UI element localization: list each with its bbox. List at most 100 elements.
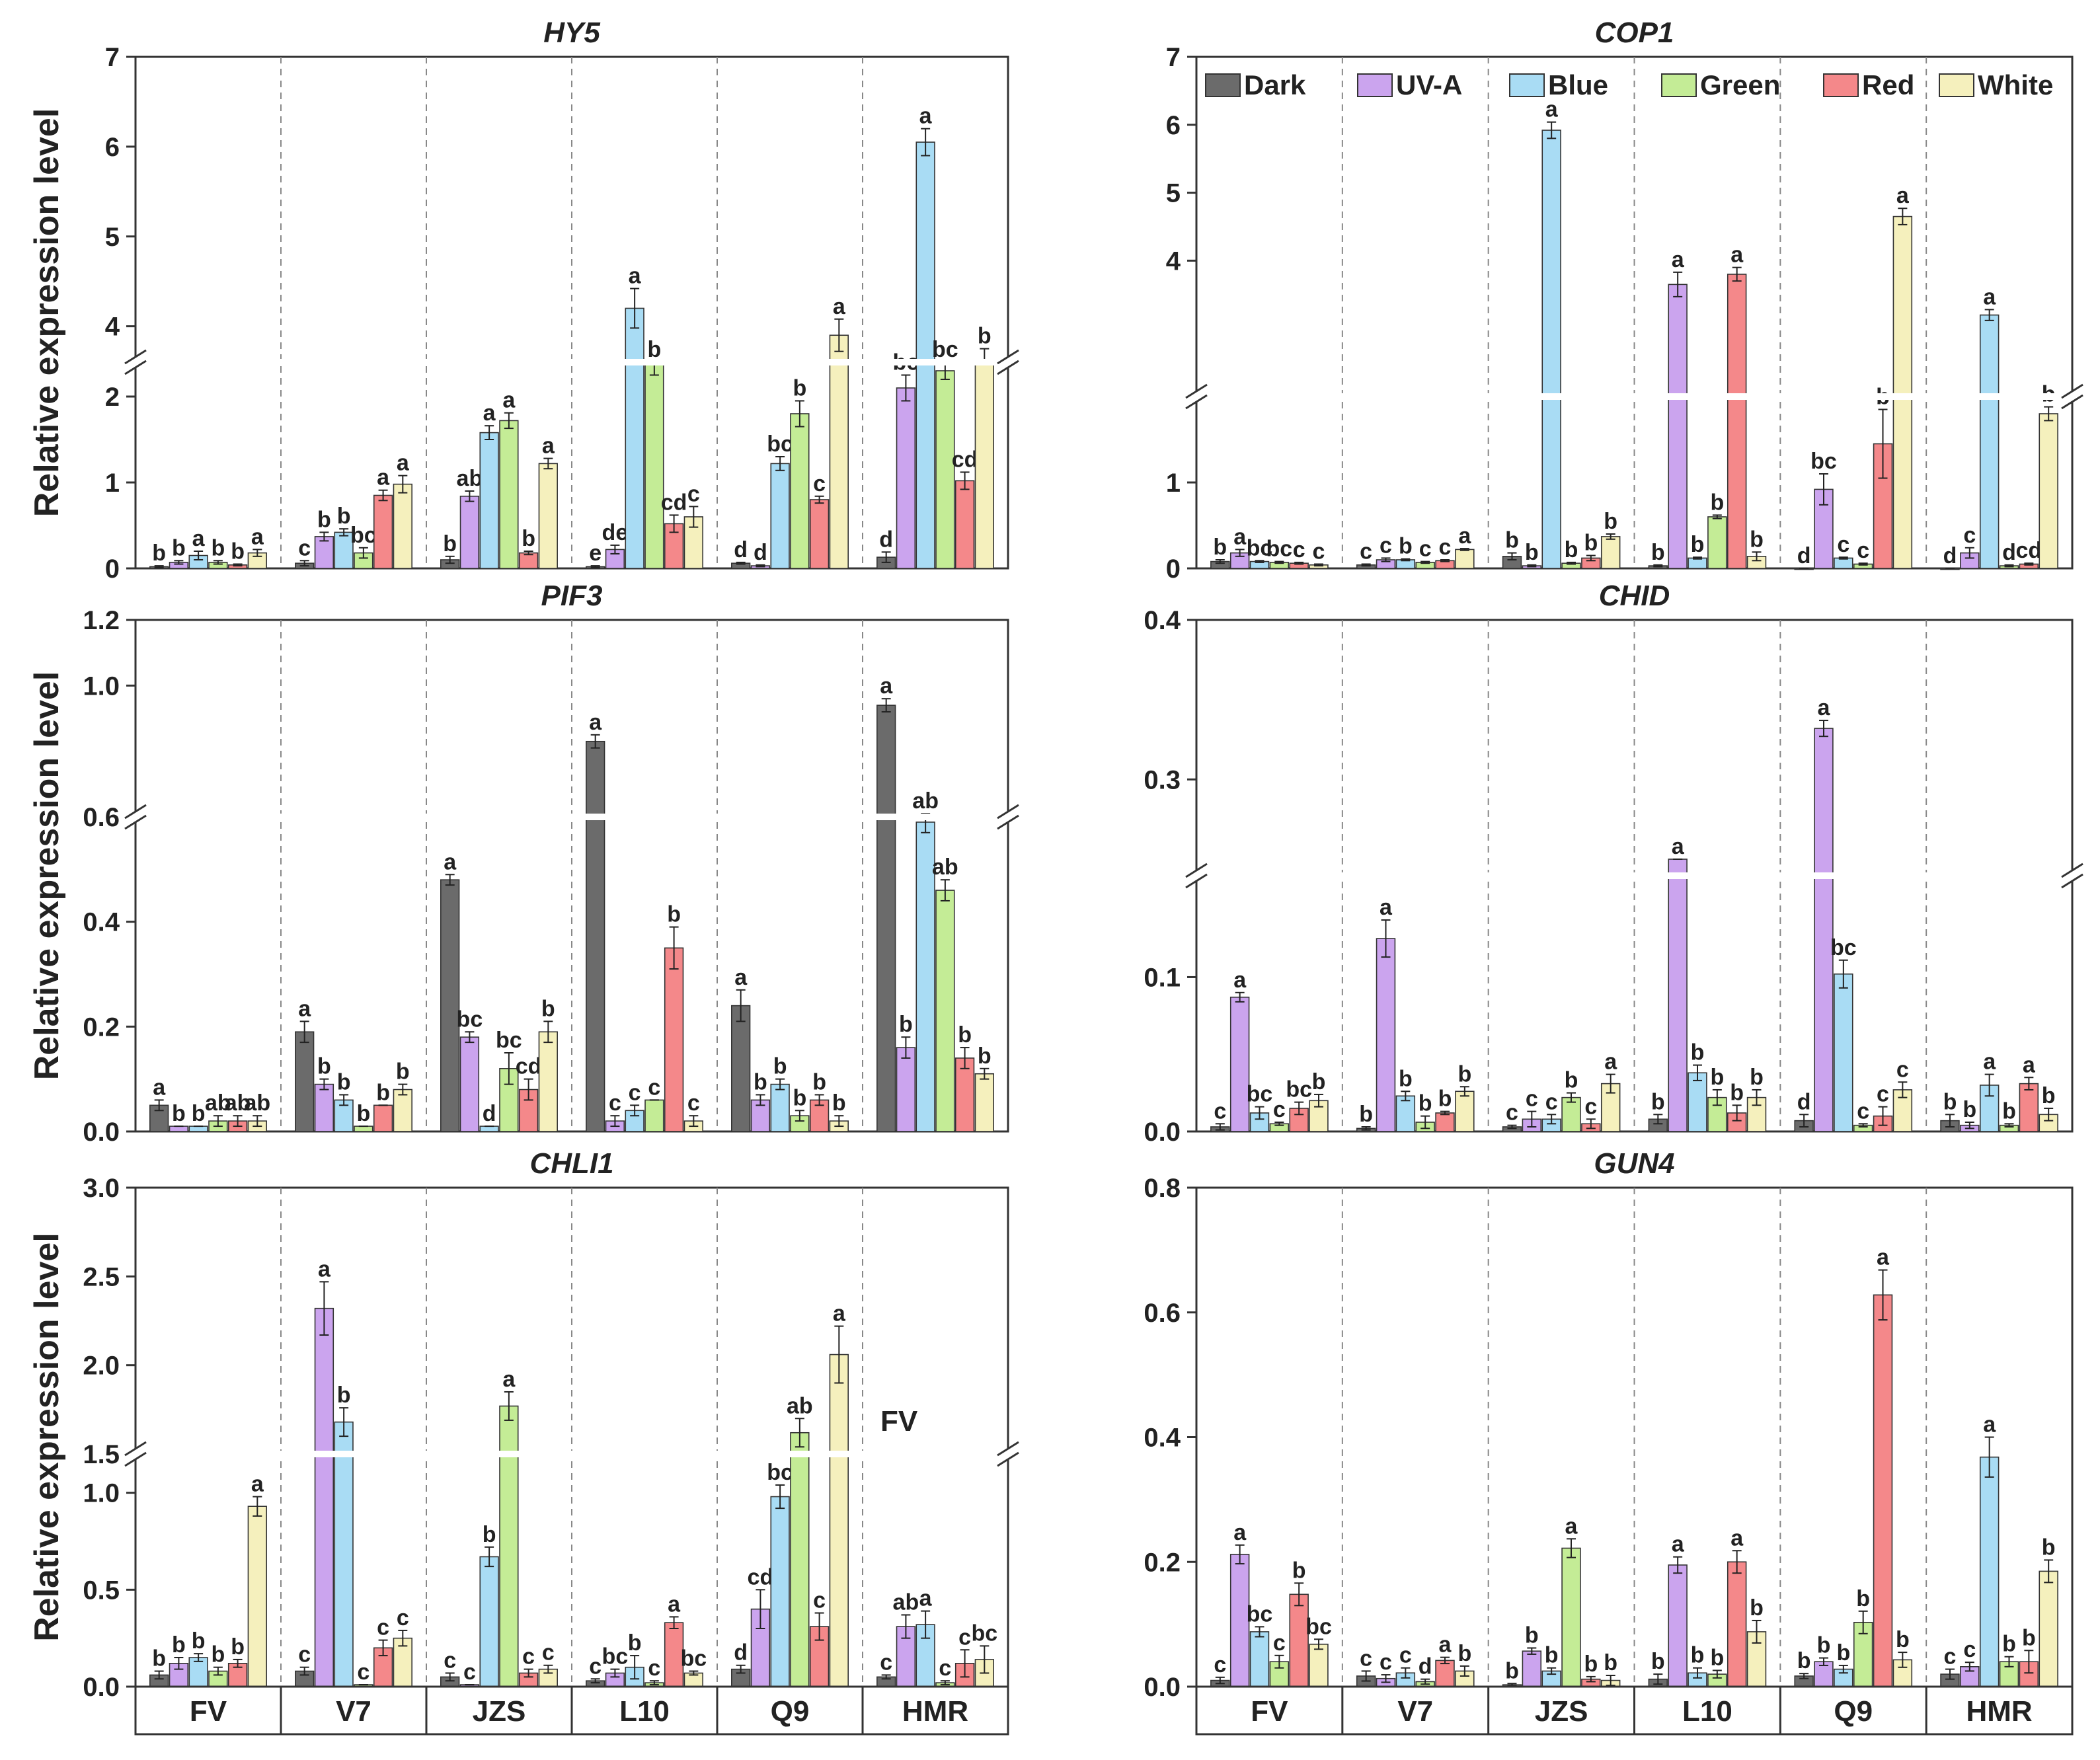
legend-label-uv-a: UV-A [1396,69,1462,100]
significance-letter: b [1963,1097,1976,1122]
significance-letter: b [1525,1623,1539,1648]
significance-letter: b [1730,1080,1744,1105]
bar-blue-fv [1249,1631,1270,1687]
significance-letter: bc [767,1460,793,1485]
significance-letter: a [1983,1050,1996,1075]
significance-letter: a [2023,1052,2036,1077]
bar-blue-hmr [1979,314,2000,569]
significance-letter: c [1214,1098,1226,1124]
significance-letter: a [919,1586,933,1611]
axis-break-gap [137,1451,1007,1457]
significance-letter: a [298,996,311,1021]
axis-break-slash [124,814,147,830]
y-tick-label: 2.0 [83,1352,120,1381]
bar-uv-a-jzs [1522,1650,1542,1687]
bar-red-v7 [1435,1660,1455,1687]
significance-letter: cd [661,490,687,515]
significance-letter: c [1944,1644,1957,1669]
bar-green-jzs [499,420,519,569]
y-tick-label: 2 [105,383,120,412]
significance-letter: b [211,535,225,560]
significance-letter: c [1360,1646,1372,1671]
significance-letter: bc [1266,537,1292,562]
significance-letter: a [251,524,264,549]
significance-letter: c [958,1625,971,1650]
significance-letter: bc [1247,1601,1273,1626]
y-tick-label: 7 [1166,43,1181,72]
bar-uv-a-v7 [314,1083,334,1132]
significance-letter: b [1604,1650,1617,1675]
significance-letter: b [1545,1643,1559,1668]
y-tick-label: 0.6 [83,803,120,832]
significance-letter: a [397,451,410,476]
significance-letter: c [1399,1643,1412,1668]
bar-uv-a-q9 [1814,728,1834,1132]
bar-white-jzs [1600,536,1621,569]
y-tick-label: 0.2 [83,1013,120,1042]
significance-letter: c [377,1615,389,1640]
significance-letter: bc [932,337,958,362]
significance-letter: a [1731,243,1744,268]
category-label-l10: L10 [1682,1695,1732,1728]
significance-letter: b [2022,1625,2036,1650]
bar-uv-a-jzs [459,495,480,569]
significance-letter: a [1233,1520,1247,1545]
significance-letter: e [589,541,602,566]
significance-letter: a [734,965,748,990]
significance-letter: b [1604,509,1617,534]
panel-chli1: CHLI1 0.0 0.5 1.0 1.5 2.0 2.5 3.0 Relative expre… [28,1147,1019,1736]
significance-letter: a [502,1367,516,1392]
bar-red-hmr [954,480,975,569]
y-tick-label: 5 [105,223,120,252]
significance-letter: b [1584,1652,1598,1677]
bar-uv-a-v7 [1376,938,1396,1132]
significance-letter: b [2002,1098,2016,1124]
significance-letter: a [1877,1245,1890,1270]
significance-letter: b [1419,1091,1432,1116]
axis-break-slash [124,360,147,375]
legend-swatch-green [1661,73,1697,97]
significance-letter: b [1710,1645,1724,1670]
y-tick-label: 0.4 [1144,1424,1181,1453]
significance-letter: d [2002,540,2016,565]
significance-letter: c [1214,1652,1226,1677]
bar-green-l10 [644,1099,664,1132]
bar-blue-hmr [1979,1456,2000,1687]
significance-letter: d [734,1640,748,1665]
category-label-v7: V7 [1397,1695,1433,1728]
axis-break-slash [997,804,1019,820]
significance-letter: b [152,1646,166,1671]
y-tick-label: 1.2 [83,606,120,635]
significance-letter: b [812,1069,826,1094]
bar-white-v7 [393,483,412,569]
significance-letter: ab [244,1090,270,1116]
significance-letter: a [1458,523,1471,549]
significance-letter: b [1292,1558,1306,1583]
y-axis-label: Relative expression level [28,108,66,517]
significance-letter: c [357,1660,369,1685]
axis-break-slash [2061,862,2083,878]
significance-letter: bc [1810,449,1837,474]
chart-title: CHLI1 [529,1147,613,1180]
significance-letter: b [541,996,555,1021]
significance-letter: a [483,401,496,426]
significance-letter: d [754,540,767,565]
significance-letter: c [609,1090,621,1116]
bar-blue-q9 [1834,973,1853,1132]
bar-uv-a-fv [169,1126,189,1132]
bar-green-l10 [644,362,664,569]
bar-red-hmr [954,1057,975,1132]
bar-blue-v7 [1395,1095,1416,1132]
significance-letter: c [1584,1094,1597,1119]
bar-blue-jzs [479,1126,499,1132]
y-tick-label: 4 [1166,247,1181,276]
bar-white-q9 [829,1354,849,1687]
significance-letter: b [667,902,681,927]
significance-letter: a [1896,183,1910,208]
significance-letter: b [337,504,351,529]
significance-letter: b [754,1069,767,1094]
significance-letter: cd [516,1054,542,1079]
significance-letter: bc [1830,935,1857,960]
significance-letter: a [1380,895,1393,920]
